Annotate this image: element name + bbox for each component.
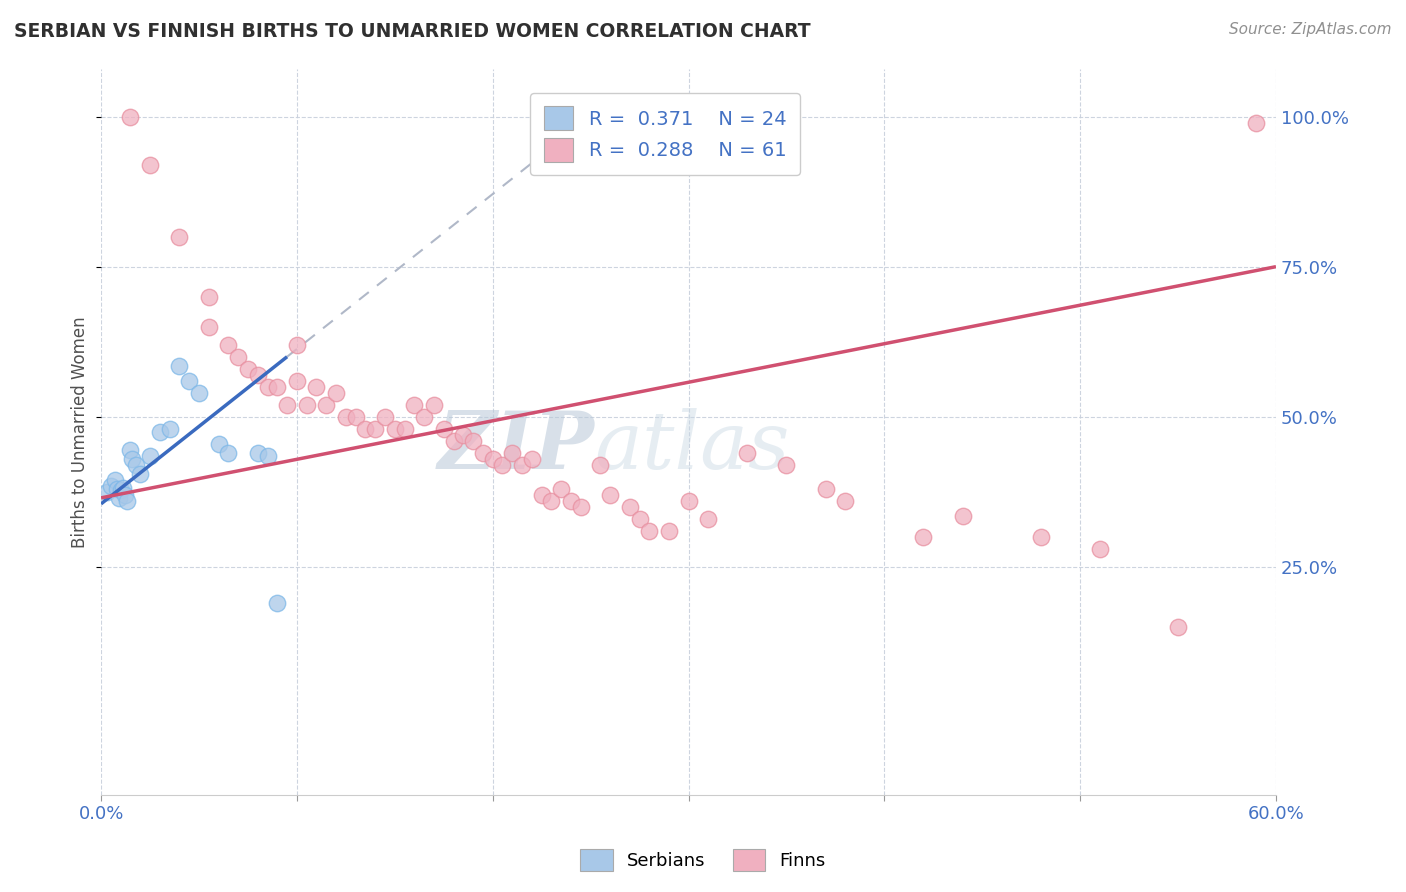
Point — [285, 337, 308, 351]
Point — [814, 482, 837, 496]
Point — [501, 446, 523, 460]
Point — [115, 493, 138, 508]
Point — [207, 437, 229, 451]
Point — [236, 361, 259, 376]
Point — [217, 446, 239, 460]
Point — [325, 385, 347, 400]
Point — [246, 368, 269, 382]
Point — [560, 493, 582, 508]
Point — [169, 229, 191, 244]
Point — [678, 493, 700, 508]
Point — [169, 359, 191, 373]
Point — [120, 110, 142, 124]
Point — [364, 422, 387, 436]
Point — [404, 398, 426, 412]
Text: ZIP: ZIP — [437, 408, 595, 485]
Point — [834, 493, 856, 508]
Point — [619, 500, 641, 514]
Point — [105, 482, 128, 496]
Legend: Serbians, Finns: Serbians, Finns — [572, 842, 834, 879]
Point — [530, 488, 553, 502]
Point — [111, 481, 134, 495]
Point — [491, 458, 513, 472]
Point — [697, 512, 720, 526]
Point — [344, 409, 367, 424]
Point — [256, 380, 278, 394]
Point — [139, 449, 162, 463]
Point — [197, 319, 219, 334]
Point — [471, 446, 494, 460]
Point — [433, 422, 456, 436]
Point — [384, 422, 406, 436]
Point — [775, 458, 797, 472]
Point — [104, 473, 127, 487]
Point — [638, 524, 661, 538]
Point — [658, 524, 681, 538]
Point — [1088, 541, 1111, 556]
Point — [481, 451, 503, 466]
Point — [121, 451, 143, 466]
Point — [226, 350, 249, 364]
Point — [129, 467, 152, 481]
Point — [1167, 620, 1189, 634]
Point — [149, 425, 172, 439]
Text: SERBIAN VS FINNISH BIRTHS TO UNMARRIED WOMEN CORRELATION CHART: SERBIAN VS FINNISH BIRTHS TO UNMARRIED W… — [14, 22, 811, 41]
Text: atlas: atlas — [595, 408, 790, 485]
Point — [569, 500, 592, 514]
Point — [315, 398, 337, 412]
Point — [217, 337, 239, 351]
Point — [952, 508, 974, 523]
Point — [335, 409, 357, 424]
Point — [443, 434, 465, 448]
Point — [96, 484, 118, 499]
Point — [394, 422, 416, 436]
Point — [374, 409, 396, 424]
Point — [463, 434, 485, 448]
Point — [628, 512, 651, 526]
Point — [305, 380, 328, 394]
Text: Source: ZipAtlas.com: Source: ZipAtlas.com — [1229, 22, 1392, 37]
Point — [453, 427, 475, 442]
Point — [276, 398, 298, 412]
Point — [550, 482, 572, 496]
Point — [139, 158, 162, 172]
Point — [114, 488, 136, 502]
Point — [285, 374, 308, 388]
Point — [188, 385, 211, 400]
Point — [125, 458, 148, 472]
Point — [159, 422, 181, 436]
Point — [197, 290, 219, 304]
Point — [1246, 115, 1268, 129]
Point — [520, 451, 543, 466]
Point — [354, 422, 377, 436]
Point — [295, 398, 318, 412]
Point — [912, 530, 935, 544]
Point — [423, 398, 446, 412]
Point — [266, 596, 288, 610]
Point — [589, 458, 612, 472]
Point — [599, 488, 621, 502]
Point — [107, 491, 129, 505]
Point — [120, 442, 142, 457]
Point — [246, 446, 269, 460]
Point — [256, 449, 278, 463]
Point — [1029, 530, 1052, 544]
Point — [510, 458, 533, 472]
Point — [540, 493, 562, 508]
Legend: R =  0.371    N = 24, R =  0.288    N = 61: R = 0.371 N = 24, R = 0.288 N = 61 — [530, 93, 800, 175]
Point — [100, 479, 122, 493]
Y-axis label: Births to Unmarried Women: Births to Unmarried Women — [72, 316, 89, 548]
Point — [110, 483, 132, 497]
Point — [266, 380, 288, 394]
Point — [179, 374, 201, 388]
Point — [735, 446, 758, 460]
Point — [413, 409, 436, 424]
